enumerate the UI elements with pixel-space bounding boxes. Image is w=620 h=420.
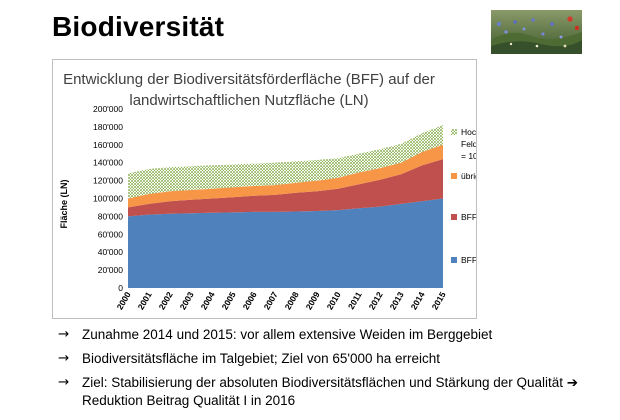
- legend-label: übrige BFF: [461, 171, 476, 181]
- x-tick-label: 2002: [157, 290, 175, 312]
- bold-arrow-right-icon: ➔: [566, 375, 579, 391]
- y-axis-title-group: Fläche (LN): [59, 179, 69, 228]
- y-tick-label: 100'000: [93, 194, 123, 204]
- chart-title-line-1: Entwicklung der Biodiversitätsförderfläc…: [63, 71, 435, 88]
- y-axis-title: Fläche (LN): [59, 179, 69, 228]
- bullet-text: Biodiversitätsfläche im Talgebiet; Ziel …: [82, 351, 441, 366]
- x-tick-label: 2001: [136, 290, 154, 312]
- bullet-text: Zunahme 2014 und 2015: vor allem extensi…: [82, 327, 493, 342]
- bullet-text-continuation: Reduktion Beitrag Qualität I in 2016: [82, 393, 296, 408]
- legend-label: Feldobstbäume (1 ha: [461, 139, 476, 149]
- x-tick-label: 2014: [409, 290, 427, 312]
- legend-label: Hochstamm-: [461, 127, 476, 137]
- bullet-item: → Biodiversitätsfläche im Talgebiet; Zie…: [58, 350, 598, 367]
- y-tick-label: 80'000: [98, 211, 124, 221]
- bullet-text: Ziel: Stabilisierung der absoluten Biodi…: [82, 375, 564, 390]
- arrow-right-icon: →: [58, 374, 70, 390]
- legend-label: BFF Wiesen: [461, 255, 476, 265]
- arrow-right-icon: →: [58, 326, 70, 342]
- arrow-right-icon: →: [58, 350, 70, 366]
- x-tick-label: 2010: [325, 290, 343, 312]
- x-tick-label: 2007: [262, 290, 280, 312]
- legend-swatch: [451, 173, 457, 179]
- y-tick-label: 120'000: [93, 176, 123, 186]
- x-tick-label: 2005: [220, 290, 238, 312]
- chart-title-line-2: landwirtschaftlichen Nutzfläche (LN): [129, 92, 368, 109]
- y-axis-ticks: 0 20'000 40'000 60'000 80'000 100'000 120'000 1…: [93, 104, 123, 293]
- x-tick-label: 2015: [430, 290, 448, 312]
- bullet-item: → Ziel: Stabilisierung der absoluten Bio…: [58, 374, 598, 409]
- bff-area-chart: Entwicklung der Biodiversitätsförderfläc…: [59, 71, 476, 312]
- y-tick-label: 40'000: [98, 247, 124, 257]
- bullet-item: → Zunahme 2014 und 2015: vor allem exten…: [58, 326, 598, 343]
- y-tick-label: 20'000: [98, 265, 124, 275]
- legend-swatch: [451, 129, 457, 135]
- x-tick-label: 2013: [388, 290, 406, 312]
- area-bff-wiesen: [128, 198, 443, 288]
- x-tick-label: 2008: [283, 290, 301, 312]
- area-hochstamm-feldobstbäume-1-ha-100-bäume: [128, 125, 443, 199]
- y-tick-label: 200'000: [93, 104, 123, 114]
- y-tick-label: 140'000: [93, 158, 123, 168]
- x-tick-label: 2006: [241, 290, 259, 312]
- x-tick-label: 2004: [199, 290, 217, 312]
- legend-label: = 100 Bäume): [461, 151, 476, 161]
- y-tick-label: 60'000: [98, 229, 124, 239]
- legend-label: BFF Weiden: [461, 212, 476, 222]
- x-tick-label: 2011: [346, 290, 364, 311]
- chart-panel: Entwicklung der Biodiversitätsförderfläc…: [52, 59, 477, 319]
- y-tick-label: 0: [118, 283, 123, 293]
- x-tick-label: 2012: [367, 290, 385, 312]
- bullet-list: → Zunahme 2014 und 2015: vor allem exten…: [58, 326, 598, 416]
- legend-swatch: [451, 257, 457, 263]
- area-übrige-bff: [128, 144, 443, 208]
- x-tick-label: 2000: [115, 290, 133, 312]
- y-tick-label: 180'000: [93, 122, 123, 132]
- stacked-areas: [128, 125, 443, 288]
- wildflower-meadow-photo: [491, 10, 582, 54]
- legend: Hochstamm- Feldobstbäume (1 ha = 100 Bäume…: [451, 127, 476, 265]
- legend-swatch: [451, 214, 457, 220]
- y-tick-label: 160'000: [93, 140, 123, 150]
- x-tick-label: 2009: [304, 290, 322, 312]
- slide-title: Biodiversität: [52, 11, 225, 42]
- area-bff-weiden: [128, 159, 443, 217]
- x-axis-ticks: 2000 2001 2002 2003 2004 2005 2006 2007 2008 2009…: [115, 290, 448, 312]
- x-tick-label: 2003: [178, 290, 196, 312]
